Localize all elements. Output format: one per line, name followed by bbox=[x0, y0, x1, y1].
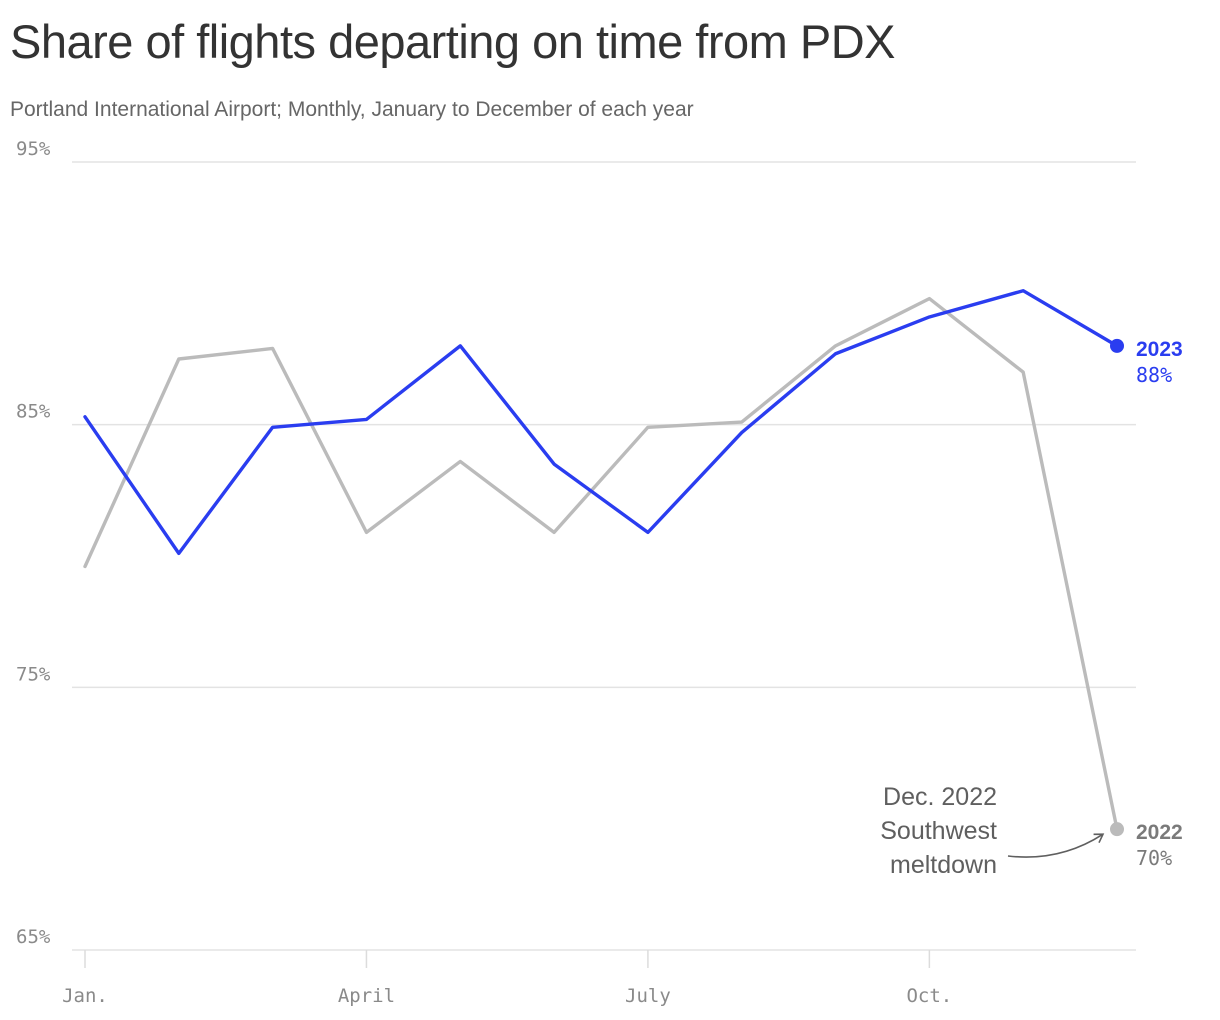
gridlines bbox=[72, 161, 1136, 951]
y-tick-label: 65% bbox=[16, 926, 51, 948]
y-axis-ticks: 95% 85% 75% 65% bbox=[16, 138, 51, 948]
series-line-2022 bbox=[83, 296, 1119, 831]
series-end-label-2023: 2023 bbox=[1136, 338, 1183, 361]
x-axis-ticks: Jan. April July Oct. bbox=[62, 950, 952, 1007]
annotation-line: Southwest bbox=[880, 817, 997, 845]
series-endpoint-2023 bbox=[1110, 338, 1124, 353]
series-end-value-2023: 88% bbox=[1136, 363, 1172, 387]
series-line-2023 bbox=[83, 289, 1119, 556]
y-tick-label: 85% bbox=[16, 401, 51, 423]
annotation-line: Dec. 2022 bbox=[883, 783, 997, 811]
chart-subtitle: Portland International Airport; Monthly,… bbox=[10, 98, 694, 121]
x-tick-label: Oct. bbox=[906, 985, 952, 1007]
y-tick-label: 75% bbox=[16, 663, 51, 685]
annotation-arrow bbox=[1007, 833, 1105, 858]
x-tick-label: July bbox=[625, 985, 671, 1007]
x-tick-label: Jan. bbox=[62, 985, 108, 1007]
annotations: Dec. 2022 Southwest meltdown bbox=[880, 783, 1105, 879]
series-lines bbox=[83, 289, 1124, 837]
chart-title: Share of flights departing on time from … bbox=[10, 15, 896, 68]
series-endpoint-2022 bbox=[1110, 822, 1124, 837]
y-tick-label: 95% bbox=[16, 138, 51, 160]
x-tick-label: April bbox=[338, 985, 395, 1007]
series-end-value-2022: 70% bbox=[1136, 846, 1172, 870]
annotation-line: meltdown bbox=[890, 851, 997, 879]
series-end-label-2022: 2022 bbox=[1136, 821, 1183, 844]
